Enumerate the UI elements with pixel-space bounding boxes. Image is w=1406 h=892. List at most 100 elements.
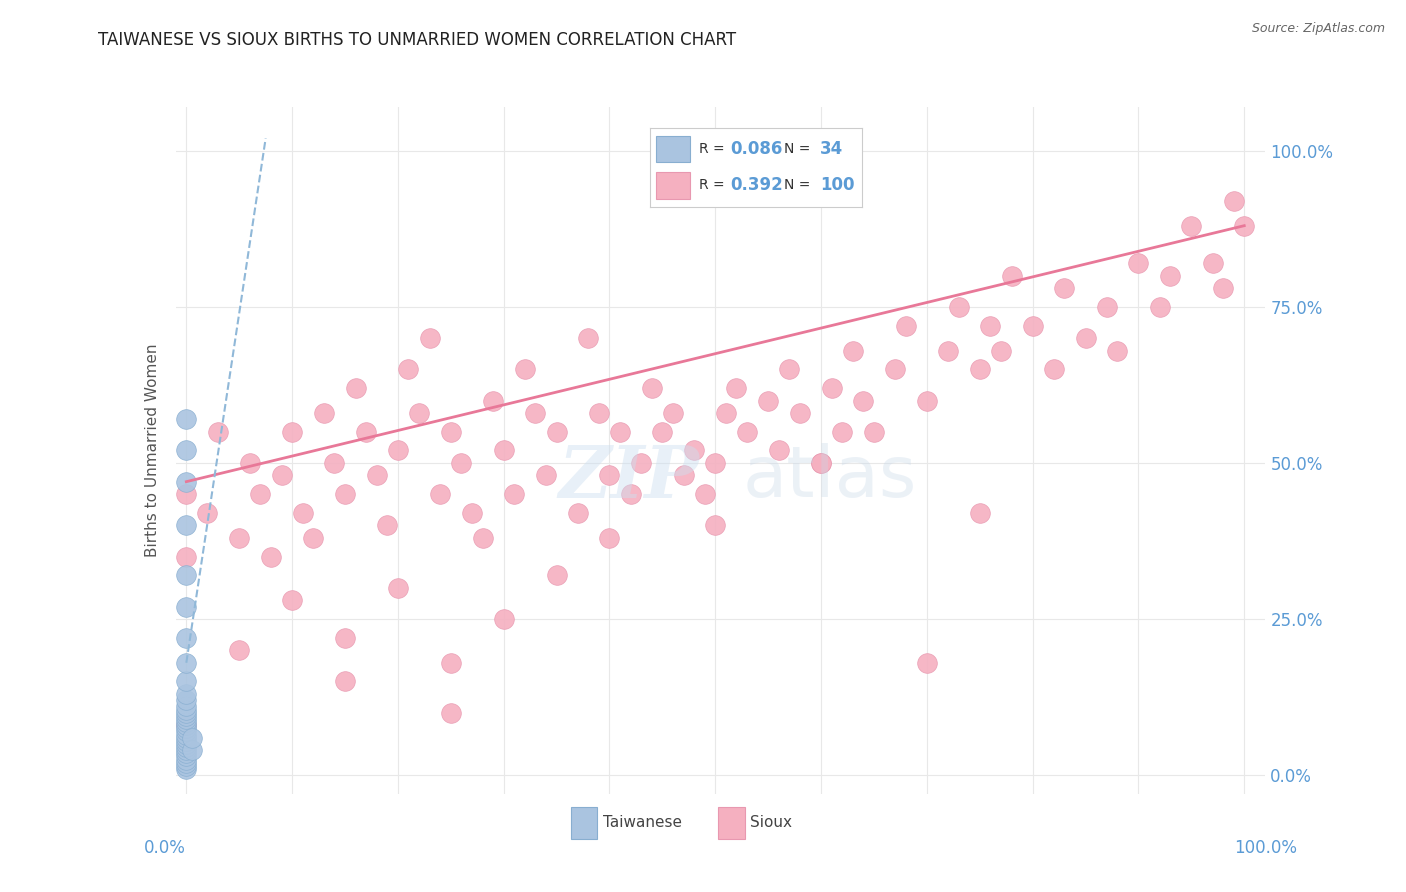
Text: 0.086: 0.086 xyxy=(731,140,783,158)
FancyBboxPatch shape xyxy=(657,136,690,162)
Point xyxy=(852,393,875,408)
Point xyxy=(969,506,991,520)
Point xyxy=(894,318,917,333)
Point xyxy=(176,753,198,767)
Point xyxy=(176,718,198,732)
Point xyxy=(588,406,610,420)
Point xyxy=(281,425,304,439)
Point xyxy=(176,599,198,614)
Text: N =: N = xyxy=(783,142,814,156)
Point xyxy=(693,487,716,501)
Point xyxy=(1201,256,1223,270)
Point xyxy=(567,506,589,520)
Point xyxy=(176,656,198,670)
Point xyxy=(176,746,198,760)
Point xyxy=(176,693,198,707)
Point xyxy=(176,762,198,776)
Point xyxy=(778,362,800,376)
Point xyxy=(440,656,463,670)
Point xyxy=(180,731,202,745)
Point xyxy=(176,687,198,701)
Text: 100: 100 xyxy=(820,177,855,194)
Y-axis label: Births to Unmarried Women: Births to Unmarried Women xyxy=(145,343,160,558)
Point xyxy=(344,381,367,395)
Point xyxy=(450,456,472,470)
Point xyxy=(735,425,758,439)
Point xyxy=(915,656,938,670)
Point xyxy=(461,506,484,520)
Text: 100.0%: 100.0% xyxy=(1234,838,1296,856)
FancyBboxPatch shape xyxy=(718,807,745,838)
Point xyxy=(1107,343,1129,358)
Point xyxy=(387,581,409,595)
Point xyxy=(176,756,198,770)
Point xyxy=(714,406,737,420)
Point xyxy=(598,468,620,483)
Point xyxy=(1095,300,1118,314)
Text: Taiwanese: Taiwanese xyxy=(603,815,682,830)
Point xyxy=(291,506,314,520)
Point xyxy=(176,412,198,426)
Point xyxy=(176,740,198,755)
Point xyxy=(302,531,325,545)
Point xyxy=(398,362,420,376)
Point xyxy=(176,706,198,720)
Point xyxy=(810,456,832,470)
Point xyxy=(936,343,959,358)
Point xyxy=(884,362,907,376)
Text: 34: 34 xyxy=(820,140,844,158)
Point xyxy=(609,425,631,439)
Point xyxy=(249,487,271,501)
Point xyxy=(672,468,695,483)
Point xyxy=(176,731,198,745)
Point xyxy=(524,406,547,420)
Point xyxy=(1043,362,1066,376)
Point xyxy=(176,721,198,735)
Point xyxy=(408,406,430,420)
Point xyxy=(176,712,198,726)
Point xyxy=(471,531,494,545)
Point xyxy=(1053,281,1076,295)
Point xyxy=(176,728,198,742)
FancyBboxPatch shape xyxy=(657,172,690,199)
Point xyxy=(1021,318,1043,333)
Text: R =: R = xyxy=(699,142,728,156)
Point xyxy=(1159,268,1181,283)
Point xyxy=(546,425,568,439)
Point xyxy=(176,703,198,717)
FancyBboxPatch shape xyxy=(571,807,598,838)
Point xyxy=(312,406,335,420)
Point xyxy=(546,568,568,582)
Point xyxy=(1222,194,1244,208)
Point xyxy=(1149,300,1171,314)
Text: TAIWANESE VS SIOUX BIRTHS TO UNMARRIED WOMEN CORRELATION CHART: TAIWANESE VS SIOUX BIRTHS TO UNMARRIED W… xyxy=(98,31,737,49)
Point xyxy=(176,674,198,689)
Point xyxy=(228,531,250,545)
Point xyxy=(176,749,198,764)
Point xyxy=(176,443,198,458)
Point xyxy=(915,393,938,408)
Point xyxy=(239,456,262,470)
Point xyxy=(228,643,250,657)
Point xyxy=(176,631,198,645)
Point xyxy=(176,718,198,732)
Text: Source: ZipAtlas.com: Source: ZipAtlas.com xyxy=(1251,22,1385,36)
Point xyxy=(176,758,198,772)
Point xyxy=(333,487,356,501)
Text: ZIP: ZIP xyxy=(558,442,699,514)
Point xyxy=(948,300,970,314)
Text: 0.392: 0.392 xyxy=(731,177,783,194)
Point xyxy=(768,443,790,458)
Point xyxy=(176,487,198,501)
Point xyxy=(598,531,620,545)
Point xyxy=(366,468,388,483)
Point xyxy=(576,331,599,345)
Point xyxy=(270,468,292,483)
Point xyxy=(630,456,652,470)
Point xyxy=(207,425,229,439)
Point xyxy=(176,733,198,747)
Text: atlas: atlas xyxy=(742,443,917,512)
Point xyxy=(354,425,377,439)
Point xyxy=(503,487,526,501)
Point xyxy=(440,425,463,439)
